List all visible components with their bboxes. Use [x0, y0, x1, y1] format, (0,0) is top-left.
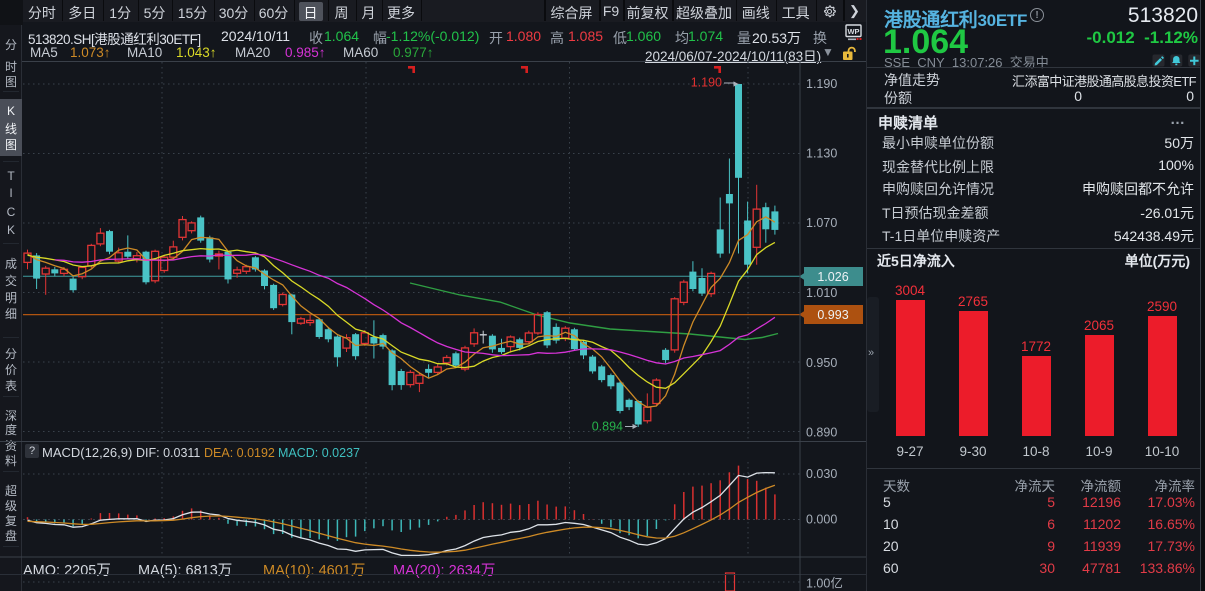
svg-text:1.190: 1.190	[691, 76, 722, 90]
svg-text:0.000: 0.000	[806, 513, 837, 527]
svg-text:1.010: 1.010	[806, 286, 837, 300]
svg-text:WP: WP	[847, 27, 859, 36]
svg-text:1.026: 1.026	[817, 270, 848, 284]
svg-text:1.130: 1.130	[806, 147, 837, 161]
svg-text:0.993: 0.993	[817, 308, 848, 322]
svg-text:1.070: 1.070	[806, 216, 837, 230]
svg-text:0.890: 0.890	[806, 426, 837, 440]
svg-text:0.894: 0.894	[592, 420, 623, 434]
svg-text:0.950: 0.950	[806, 356, 837, 370]
svg-text:1.190: 1.190	[806, 77, 837, 91]
svg-text:0.030: 0.030	[806, 467, 837, 481]
svg-text:1.00亿: 1.00亿	[806, 576, 843, 591]
